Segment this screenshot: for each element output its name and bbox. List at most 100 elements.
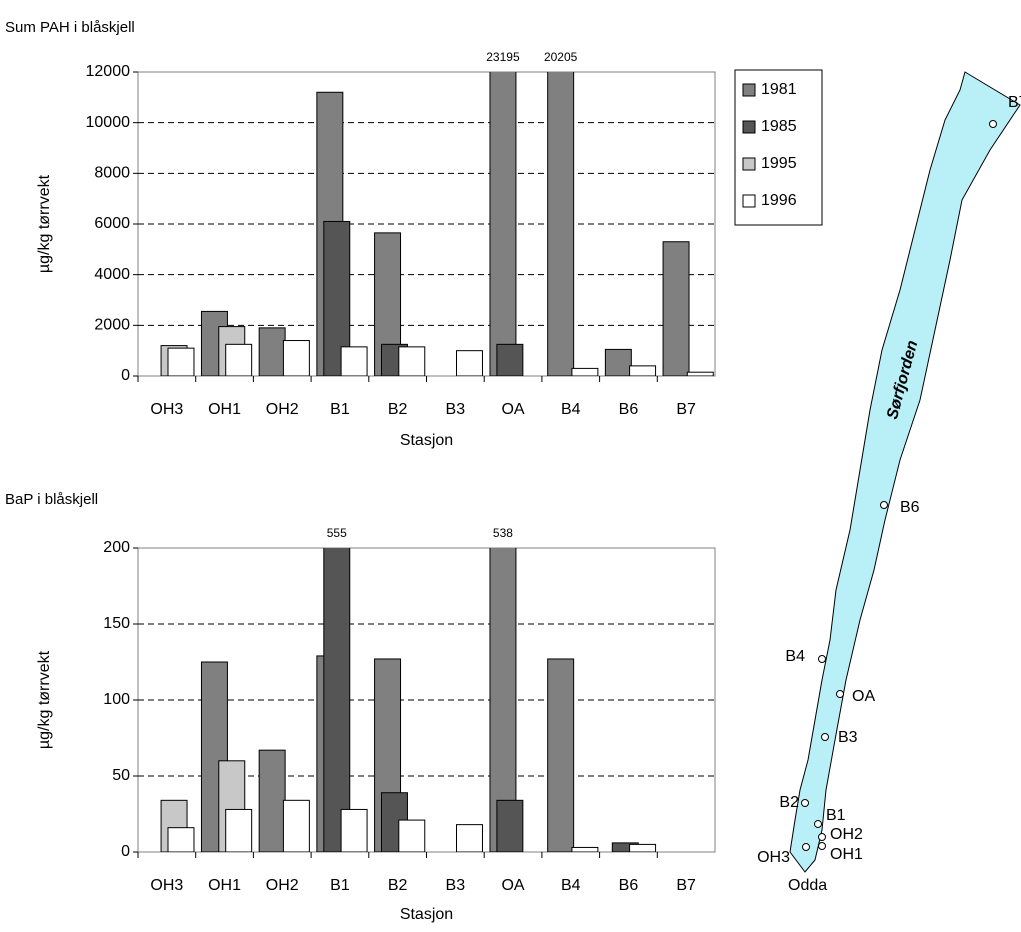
bar — [496, 799, 524, 852]
station — [801, 799, 809, 807]
bar — [167, 827, 195, 852]
station — [880, 501, 888, 509]
x-tick-label: B2 — [388, 877, 408, 894]
bar — [167, 347, 195, 376]
bar — [323, 548, 351, 852]
x-tick-label: B7 — [676, 877, 696, 894]
x-tick-label: OH2 — [266, 401, 299, 418]
legend-swatch — [742, 194, 756, 208]
bar — [547, 72, 575, 376]
legend-label: 1981 — [761, 81, 797, 98]
map: SørfjordenB7B6B4OAB3B2B1OH2OH1OH3Odda — [757, 71, 1021, 894]
y-axis-label: µg/kg tørrvekt — [36, 174, 53, 273]
legend-swatch — [742, 120, 756, 134]
x-tick-label: B6 — [619, 877, 639, 894]
value-label: 538 — [493, 526, 513, 540]
x-tick-label: OH2 — [266, 877, 299, 894]
bar — [604, 348, 632, 376]
y-tick-label: 6000 — [94, 215, 130, 232]
bar — [282, 340, 310, 376]
y-tick-label: 150 — [103, 615, 130, 632]
y-tick-label: 10000 — [86, 114, 131, 131]
bar — [398, 819, 426, 852]
bar — [686, 371, 714, 376]
bar — [571, 846, 599, 852]
station — [814, 820, 822, 828]
station-label: OH2 — [830, 826, 863, 843]
x-tick-label: B3 — [446, 401, 466, 418]
station-label: B1 — [826, 807, 846, 824]
station-label: B4 — [785, 648, 805, 665]
bars — [160, 72, 714, 376]
y-tick-label: 4000 — [94, 266, 130, 283]
x-tick-label: B3 — [446, 877, 466, 894]
station-label: OH1 — [830, 846, 863, 863]
station-label: OH3 — [757, 849, 790, 866]
station-label: B3 — [838, 729, 858, 746]
x-axis-label: Stasjon — [400, 906, 453, 923]
chart-title: BaP i blåskjell — [5, 491, 98, 508]
station — [818, 842, 826, 850]
station-label: B2 — [779, 794, 799, 811]
y-axis-label: µg/kg tørrvekt — [36, 650, 53, 749]
x-tick-label: OA — [501, 401, 524, 418]
station — [821, 733, 829, 741]
bar — [547, 658, 575, 852]
bar — [496, 343, 524, 376]
x-tick-label: B1 — [330, 877, 350, 894]
value-label: 555 — [327, 526, 347, 540]
bar — [258, 327, 286, 376]
value-label: 23195 — [486, 50, 520, 64]
bar — [398, 346, 426, 376]
y-tick-label: 0 — [121, 367, 130, 384]
x-tick-label: OH3 — [150, 877, 183, 894]
x-tick-label: B1 — [330, 401, 350, 418]
station-label: B6 — [900, 499, 920, 516]
station-label: OA — [852, 688, 875, 705]
y-tick-label: 2000 — [94, 317, 130, 334]
x-tick-label: B6 — [619, 401, 639, 418]
y-tick-label: 50 — [112, 767, 130, 784]
town-label: Odda — [788, 877, 827, 894]
chart-title: Sum PAH i blåskjell — [5, 19, 135, 36]
bar — [340, 346, 368, 376]
legend-swatch — [742, 83, 756, 97]
x-tick-label: B2 — [388, 401, 408, 418]
bar — [258, 749, 286, 852]
station-label: B7 — [1008, 94, 1021, 111]
bar — [282, 799, 310, 852]
bars — [160, 548, 657, 852]
station — [836, 690, 844, 698]
station — [989, 120, 997, 128]
x-tick-label: OA — [501, 877, 524, 894]
bar — [456, 824, 483, 852]
bar — [340, 808, 368, 852]
fjord — [789, 71, 1021, 873]
bar — [571, 367, 599, 376]
y-tick-label: 200 — [103, 539, 130, 556]
x-tick-label: OH1 — [208, 877, 241, 894]
bar — [629, 843, 657, 852]
x-axis-label: Stasjon — [400, 432, 453, 449]
bar — [456, 350, 483, 376]
x-tick-label: B4 — [561, 877, 581, 894]
station — [818, 655, 826, 663]
bar — [489, 72, 517, 376]
legend-label: 1995 — [761, 155, 797, 172]
y-tick-label: 0 — [121, 843, 130, 860]
bar — [225, 808, 253, 852]
bar — [225, 343, 253, 376]
station — [802, 843, 810, 851]
x-tick-label: OH1 — [208, 401, 241, 418]
legend-label: 1996 — [761, 192, 797, 209]
x-tick-label: B4 — [561, 401, 581, 418]
station — [818, 833, 826, 841]
bar — [629, 365, 657, 376]
x-tick-label: B7 — [676, 401, 696, 418]
legend-swatch — [742, 157, 756, 171]
legend-label: 1985 — [761, 118, 797, 135]
value-label: 20205 — [544, 50, 578, 64]
bar — [662, 241, 690, 376]
y-tick-label: 8000 — [94, 165, 130, 182]
